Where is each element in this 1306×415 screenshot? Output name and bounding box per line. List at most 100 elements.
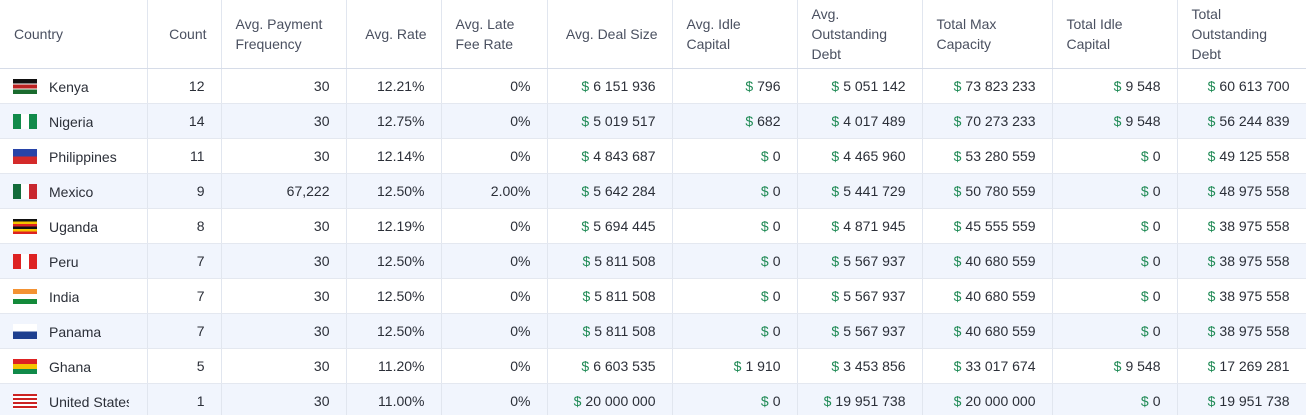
table-row[interactable]: Ghana 5 30 11.20% 0% $6 603 535 $1 910 $3 453 8… [0, 348, 1306, 384]
currency-cell: $0 [1052, 138, 1178, 174]
amount: 53 280 559 [965, 148, 1036, 164]
column-header[interactable]: Avg. Outstanding Debt [797, 0, 923, 69]
country-name: Uganda [49, 218, 99, 235]
value-cell: 12.50% [346, 243, 442, 279]
currency-symbol: $ [823, 393, 832, 409]
currency-cell: $1 910 [672, 348, 798, 384]
country-name: Mexico [49, 183, 94, 200]
amount: 17 269 281 [1219, 358, 1290, 374]
value-cell: 12.21% [346, 68, 442, 104]
table-row[interactable]: Mexico 9 67,222 12.50% 2.00% $5 642 284 $0 $5 4… [0, 173, 1306, 209]
column-header[interactable]: Avg. Payment Frequency [221, 0, 347, 69]
column-header[interactable]: Avg. Late Fee Rate [441, 0, 548, 69]
currency-symbol: $ [1207, 393, 1216, 409]
currency-cell: $5 567 937 [797, 313, 923, 349]
amount: 0 [772, 323, 781, 339]
value-cell: 30 [221, 348, 347, 384]
currency-cell: $38 975 558 [1177, 278, 1306, 314]
flag-icon [13, 114, 37, 130]
value-cell: 0% [441, 243, 548, 279]
table-row[interactable]: Philippines 11 30 12.14% 0% $4 843 687 $0 $4 46… [0, 138, 1306, 174]
country-cell: Peru [0, 243, 148, 279]
currency-symbol: $ [953, 113, 962, 129]
table-row[interactable]: Kenya 12 30 12.21% 0% $6 151 936 $796 $5 051 14… [0, 68, 1306, 104]
amount: 19 951 738 [1219, 393, 1290, 409]
value-cell: 2.00% [441, 173, 548, 209]
flag-icon [13, 254, 37, 270]
amount: 20 000 000 [585, 393, 656, 409]
currency-symbol: $ [760, 218, 769, 234]
currency-cell: $5 019 517 [547, 103, 673, 139]
amount: 0 [1152, 148, 1161, 164]
value-cell: 30 [221, 243, 347, 279]
amount: 49 125 558 [1219, 148, 1290, 164]
column-header[interactable]: Total Idle Capital [1052, 0, 1178, 69]
currency-symbol: $ [1113, 78, 1122, 94]
table-row[interactable]: Nigeria 14 30 12.75% 0% $5 019 517 $682 $4 017 … [0, 103, 1306, 139]
currency-cell: $0 [1052, 243, 1178, 279]
currency-cell: $0 [672, 243, 798, 279]
amount: 5 051 142 [843, 78, 906, 94]
amount: 4 843 687 [593, 148, 656, 164]
country-cell: Kenya [0, 68, 148, 104]
amount: 70 273 233 [965, 113, 1036, 129]
currency-cell: $682 [672, 103, 798, 139]
column-header[interactable]: Count [147, 0, 222, 69]
value-cell: 1 [147, 383, 222, 415]
column-header[interactable]: Total Max Capacity [922, 0, 1053, 69]
column-header[interactable]: Avg. Rate [346, 0, 442, 69]
table-row[interactable]: United States 1 30 11.00% 0% $20 000 000 $0 $19… [0, 383, 1306, 415]
column-header[interactable]: Avg. Deal Size [547, 0, 673, 69]
table-row[interactable]: Panama 7 30 12.50% 0% $5 811 508 $0 $5 567 937 $… [0, 313, 1306, 349]
currency-cell: $73 823 233 [922, 68, 1053, 104]
currency-cell: $6 603 535 [547, 348, 673, 384]
column-header[interactable]: Country [0, 0, 148, 69]
table-row[interactable]: Uganda 8 30 12.19% 0% $5 694 445 $0 $4 871 945 $… [0, 208, 1306, 244]
currency-cell: $0 [1052, 208, 1178, 244]
flag-icon [13, 219, 37, 235]
currency-cell: $17 269 281 [1177, 348, 1306, 384]
value-cell: 0% [441, 208, 548, 244]
value-cell: 12.50% [346, 313, 442, 349]
currency-symbol: $ [581, 183, 590, 199]
table-row[interactable]: Peru 7 30 12.50% 0% $5 811 508 $0 $5 567 937 $40… [0, 243, 1306, 279]
value-cell: 9 [147, 173, 222, 209]
currency-symbol: $ [831, 358, 840, 374]
currency-cell: $4 465 960 [797, 138, 923, 174]
amount: 0 [772, 218, 781, 234]
currency-cell: $0 [672, 208, 798, 244]
currency-symbol: $ [953, 78, 962, 94]
amount: 0 [772, 253, 781, 269]
currency-symbol: $ [1140, 393, 1149, 409]
country-cell: Mexico [0, 173, 148, 209]
currency-symbol: $ [831, 183, 840, 199]
amount: 0 [1152, 323, 1161, 339]
currency-cell: $53 280 559 [922, 138, 1053, 174]
flag-icon [13, 359, 37, 375]
column-header[interactable]: Avg. Idle Capital [672, 0, 798, 69]
table-row[interactable]: India 7 30 12.50% 0% $5 811 508 $0 $5 567 937 $4… [0, 278, 1306, 314]
amount: 40 680 559 [965, 253, 1036, 269]
amount: 9 548 [1125, 358, 1161, 374]
currency-symbol: $ [745, 78, 754, 94]
amount: 4 871 945 [843, 218, 906, 234]
amount: 60 613 700 [1219, 78, 1290, 94]
currency-symbol: $ [1113, 358, 1122, 374]
currency-cell: $0 [1052, 173, 1178, 209]
currency-cell: $0 [672, 173, 798, 209]
currency-cell: $0 [1052, 383, 1178, 415]
currency-cell: $0 [672, 138, 798, 174]
amount: 6 151 936 [593, 78, 656, 94]
value-cell: 11.20% [346, 348, 442, 384]
country-name: Panama [49, 323, 102, 340]
currency-symbol: $ [953, 148, 962, 164]
currency-cell: $5 811 508 [547, 243, 673, 279]
country-cell: Philippines [0, 138, 148, 174]
value-cell: 0% [441, 313, 548, 349]
currency-cell: $56 244 839 [1177, 103, 1306, 139]
currency-cell: $5 811 508 [547, 278, 673, 314]
value-cell: 12.19% [346, 208, 442, 244]
currency-cell: $9 548 [1052, 103, 1178, 139]
column-header[interactable]: Total Outstanding Debt [1177, 0, 1306, 69]
currency-symbol: $ [1207, 148, 1216, 164]
